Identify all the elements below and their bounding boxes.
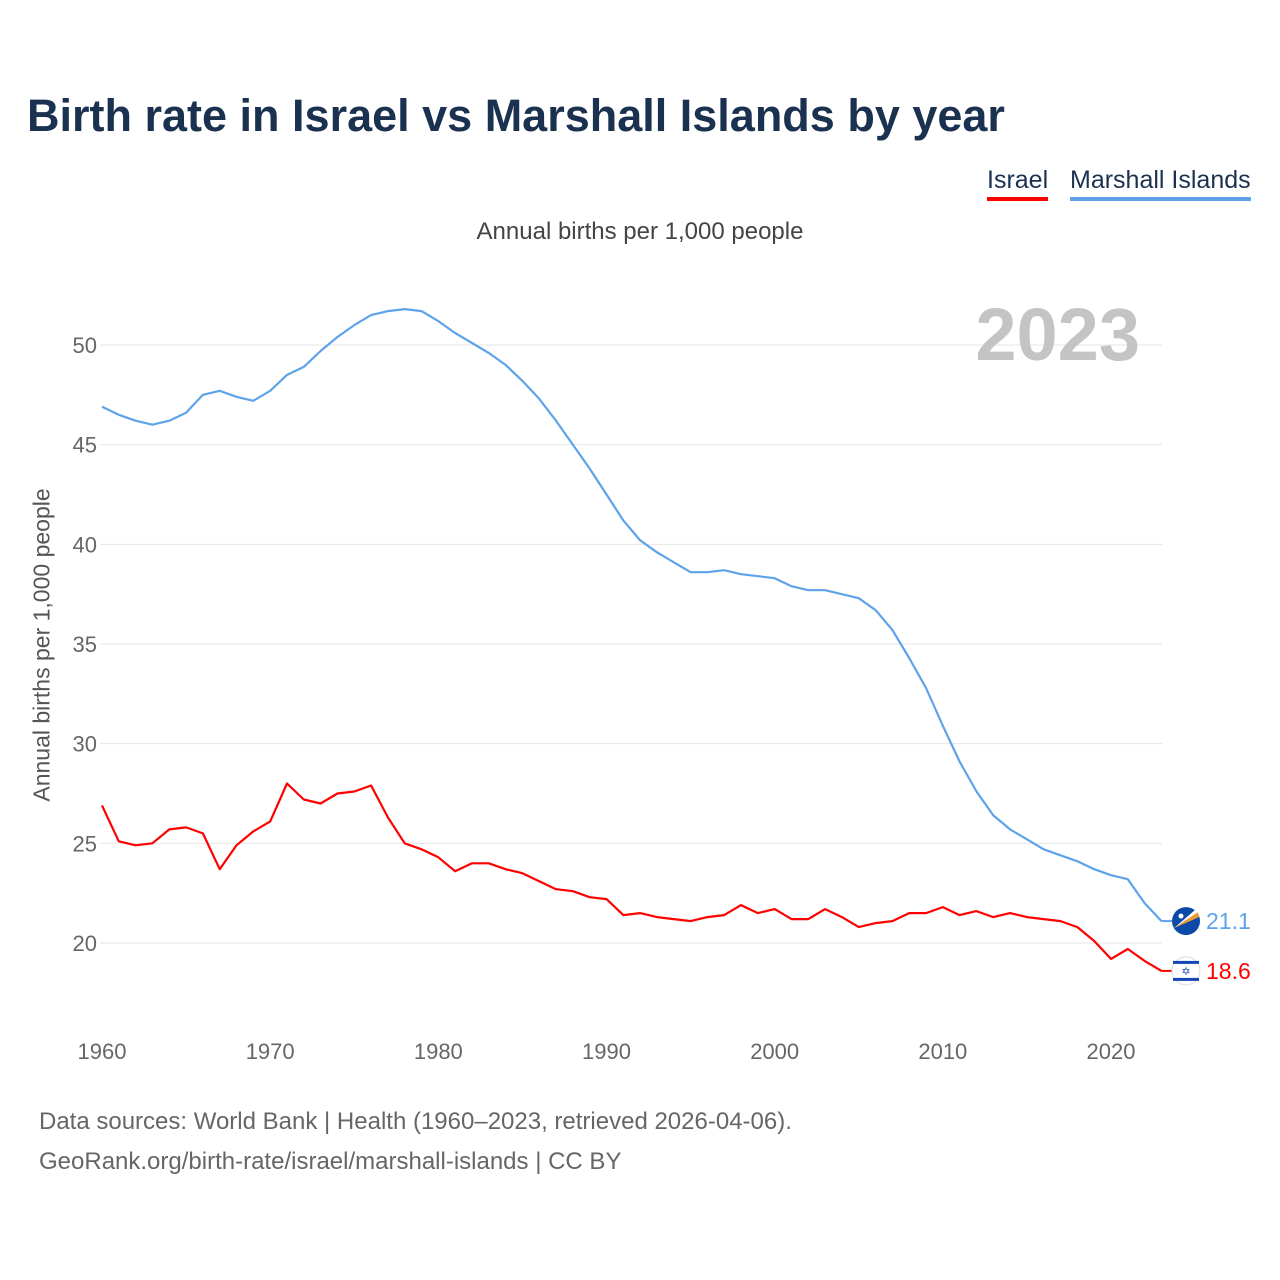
x-tick-label: 1960 <box>78 1039 127 1064</box>
line-chart: 20 25 30 35 40 45 50 1960 1970 1980 1990 2000 2010 20… <box>73 293 1251 1064</box>
y-tick-label: 50 <box>73 333 97 358</box>
y-tick-label: 35 <box>73 632 97 657</box>
series-line-marshall-islands <box>101 308 1163 922</box>
y-tick-label: 20 <box>73 931 97 956</box>
y-tick-label: 45 <box>73 433 97 458</box>
star-of-david-icon: ✡ <box>1181 965 1190 978</box>
chart-subtitle: Annual births per 1,000 people <box>476 218 804 245</box>
series-line-israel <box>101 782 1163 972</box>
x-tick-label: 1990 <box>582 1039 631 1064</box>
y-tick-label: 25 <box>73 831 97 856</box>
x-tick-label: 2020 <box>1087 1039 1136 1064</box>
legend-israel[interactable]: Israel <box>987 166 1049 201</box>
legend-marshall-islands[interactable]: Marshall Islands <box>1070 166 1251 201</box>
data-sources: Data sources: World Bank | Health (1960–… <box>39 1108 792 1135</box>
x-tick-label: 2010 <box>918 1039 967 1064</box>
end-label-israel: 18.6 <box>1206 958 1251 984</box>
x-tick-label: 2000 <box>750 1039 799 1064</box>
x-tick-label: 1980 <box>414 1039 463 1064</box>
year-watermark: 2023 <box>975 293 1140 376</box>
flag-stripe <box>1173 960 1199 964</box>
y-tick-label: 30 <box>73 732 97 757</box>
flag-stripe-white <box>1174 909 1198 929</box>
flag-star <box>1178 913 1184 919</box>
flag-stripe <box>1173 977 1199 981</box>
y-tick-label: 40 <box>73 532 97 557</box>
source-credit[interactable]: GeoRank.org/birth-rate/israel/marshall-i… <box>39 1148 622 1175</box>
end-label-marshall-islands: 21.1 <box>1206 908 1251 934</box>
flag-stripe-orange <box>1174 912 1199 929</box>
x-tick-label: 1970 <box>246 1039 295 1064</box>
chart-title: Birth rate in Israel vs Marshall Islands… <box>27 90 1005 141</box>
